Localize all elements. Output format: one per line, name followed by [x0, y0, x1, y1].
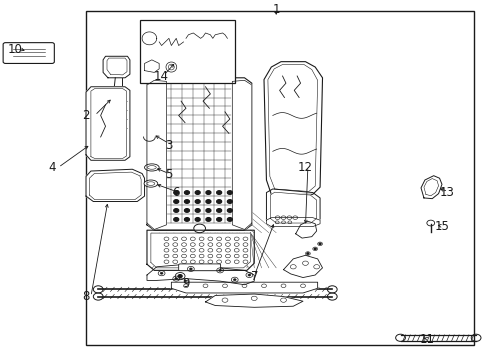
Circle shape	[195, 200, 200, 203]
Polygon shape	[86, 169, 144, 202]
Circle shape	[218, 269, 221, 271]
Ellipse shape	[147, 182, 155, 185]
Polygon shape	[295, 221, 316, 238]
Circle shape	[205, 218, 210, 221]
Polygon shape	[144, 60, 159, 72]
Circle shape	[195, 218, 200, 221]
Polygon shape	[267, 64, 317, 192]
Text: 5: 5	[165, 168, 172, 181]
Text: 7: 7	[250, 270, 258, 283]
Polygon shape	[171, 282, 317, 293]
Polygon shape	[420, 176, 441, 199]
Circle shape	[178, 275, 182, 278]
Circle shape	[227, 200, 232, 203]
Ellipse shape	[144, 164, 159, 171]
Polygon shape	[264, 62, 322, 194]
Circle shape	[205, 200, 210, 203]
Polygon shape	[283, 255, 322, 278]
Polygon shape	[266, 189, 320, 225]
Circle shape	[216, 218, 221, 221]
Text: 9: 9	[182, 278, 189, 291]
Circle shape	[227, 218, 232, 221]
Circle shape	[247, 274, 250, 276]
FancyBboxPatch shape	[3, 42, 54, 63]
Circle shape	[184, 209, 189, 212]
Circle shape	[319, 243, 321, 244]
Circle shape	[306, 253, 308, 254]
Circle shape	[173, 218, 178, 221]
Circle shape	[184, 200, 189, 203]
Bar	[140, 21, 234, 83]
Circle shape	[184, 218, 189, 221]
Circle shape	[193, 224, 205, 233]
Bar	[86, 12, 473, 345]
Text: 10: 10	[8, 42, 23, 55]
Circle shape	[184, 191, 189, 194]
Circle shape	[205, 191, 210, 194]
Circle shape	[173, 209, 178, 212]
Circle shape	[227, 209, 232, 212]
Circle shape	[195, 209, 200, 212]
Circle shape	[189, 268, 192, 270]
Polygon shape	[147, 78, 251, 230]
Polygon shape	[423, 179, 438, 196]
Circle shape	[216, 209, 221, 212]
Polygon shape	[232, 80, 251, 229]
Polygon shape	[205, 294, 303, 307]
Circle shape	[227, 191, 232, 194]
Polygon shape	[147, 264, 254, 285]
Circle shape	[195, 191, 200, 194]
Circle shape	[173, 191, 178, 194]
Circle shape	[233, 279, 236, 281]
Text: 3: 3	[165, 139, 172, 152]
Polygon shape	[147, 230, 254, 270]
Polygon shape	[147, 80, 166, 229]
Circle shape	[216, 200, 221, 203]
Polygon shape	[151, 233, 250, 268]
Ellipse shape	[168, 64, 174, 70]
Text: 11: 11	[419, 333, 434, 346]
Polygon shape	[89, 172, 141, 200]
Text: 1: 1	[272, 3, 279, 16]
Polygon shape	[270, 192, 316, 223]
Circle shape	[216, 191, 221, 194]
Polygon shape	[266, 218, 320, 226]
Text: 6: 6	[172, 186, 180, 199]
Polygon shape	[103, 56, 130, 78]
Polygon shape	[91, 89, 126, 158]
Text: 8: 8	[82, 290, 89, 303]
Ellipse shape	[165, 62, 176, 72]
Text: 13: 13	[439, 186, 453, 199]
Text: 12: 12	[297, 161, 312, 174]
Circle shape	[314, 248, 316, 249]
Polygon shape	[86, 87, 130, 160]
Circle shape	[174, 278, 177, 280]
FancyBboxPatch shape	[178, 264, 220, 271]
Text: 14: 14	[154, 69, 169, 82]
Ellipse shape	[144, 180, 158, 187]
Ellipse shape	[147, 166, 156, 169]
Circle shape	[205, 209, 210, 212]
Circle shape	[160, 272, 163, 274]
Text: 15: 15	[434, 220, 448, 233]
Text: 4: 4	[48, 161, 56, 174]
Circle shape	[173, 200, 178, 203]
Text: 2: 2	[82, 109, 90, 122]
Polygon shape	[107, 58, 127, 75]
